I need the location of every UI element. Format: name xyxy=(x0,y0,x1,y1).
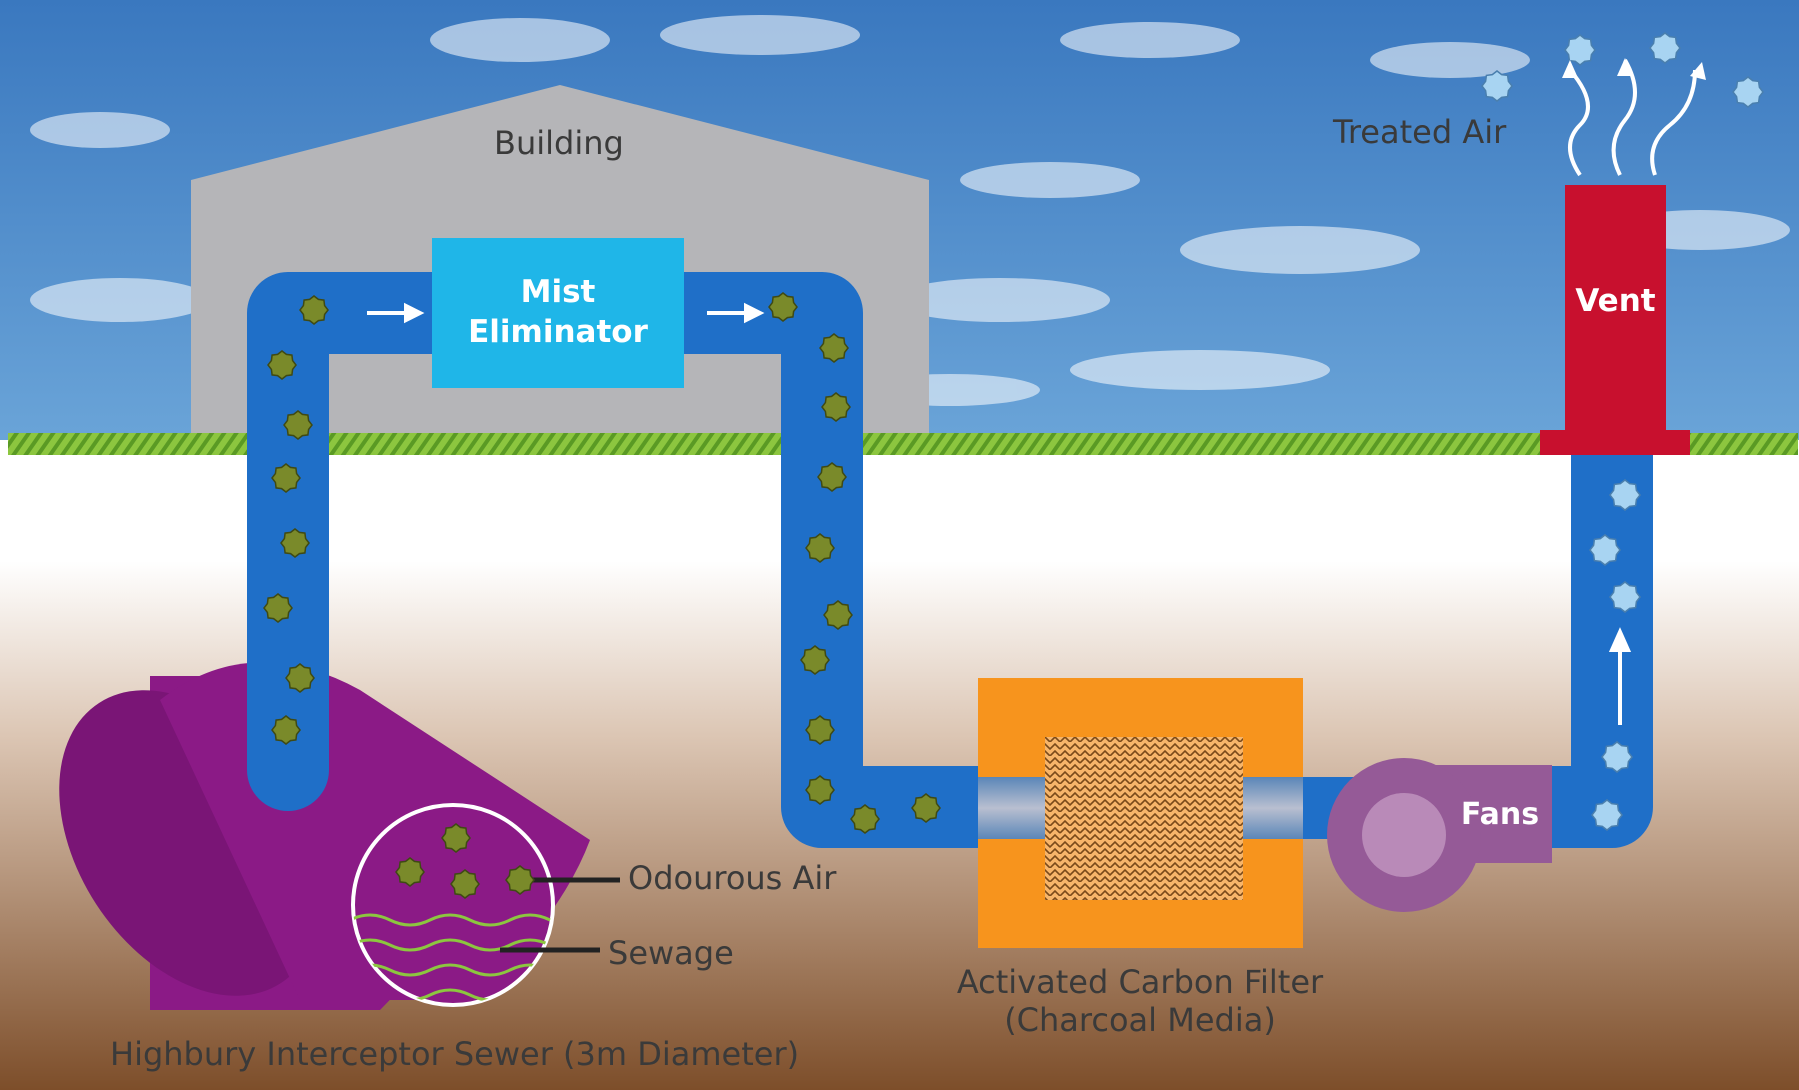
mist-eliminator-line2: Eliminator xyxy=(468,314,648,350)
treated-air-particle-icon xyxy=(1589,534,1621,566)
treated-particles xyxy=(1481,32,1764,831)
treated-air-particle-icon xyxy=(1609,581,1641,613)
mist-eliminator xyxy=(432,238,684,388)
odour-particle-icon xyxy=(263,593,293,623)
sewer-label: Highbury Interceptor Sewer (3m Diameter) xyxy=(110,1035,800,1073)
odour-particle-icon xyxy=(805,775,835,805)
odour-particle-icon xyxy=(805,533,835,563)
flow-arrow-icon xyxy=(367,302,1632,725)
odour-particles xyxy=(263,292,941,899)
odour-particle-icon xyxy=(505,865,535,895)
odour-particle-icon xyxy=(441,823,471,853)
odour-particle-icon xyxy=(271,715,301,745)
odour-particle-icon xyxy=(450,869,480,899)
odour-particle-icon xyxy=(911,793,941,823)
odour-particle-icon xyxy=(768,292,798,322)
odour-particle-icon xyxy=(267,350,297,380)
ground-line xyxy=(8,433,1798,455)
treated-air-label: Treated Air xyxy=(1333,113,1507,151)
odour-particle-icon xyxy=(823,600,853,630)
treated-air-particle-icon xyxy=(1564,34,1596,66)
odour-particle-icon xyxy=(280,528,310,558)
odour-particle-icon xyxy=(283,410,313,440)
sewage-label: Sewage xyxy=(608,934,734,972)
odourous-air-label: Odourous Air xyxy=(628,859,837,897)
building-label: Building xyxy=(494,124,624,162)
leader-lines xyxy=(500,877,620,953)
odour-particle-icon xyxy=(285,663,315,693)
fan-icon xyxy=(1327,758,1552,912)
activated-carbon-filter-label: Activated Carbon Filter (Charcoal Media) xyxy=(940,963,1340,1039)
treated-air-particle-icon xyxy=(1601,741,1633,773)
odour-particle-icon xyxy=(850,804,880,834)
treated-air-particle-icon xyxy=(1591,799,1623,831)
mist-eliminator-line1: Mist xyxy=(520,274,596,310)
odour-particle-icon xyxy=(819,333,849,363)
odour-particle-icon xyxy=(395,857,425,887)
treated-air-particle-icon xyxy=(1481,70,1513,102)
carbon-filter-line1: Activated Carbon Filter xyxy=(956,963,1324,1001)
vent-label: Vent xyxy=(1575,283,1656,319)
odour-particle-icon xyxy=(299,295,329,325)
fans-label: Fans xyxy=(1460,797,1540,832)
exhaust-arrows xyxy=(1568,59,1697,177)
carbon-filter-line2: (Charcoal Media) xyxy=(1004,1001,1276,1039)
mist-eliminator-label: Mist Eliminator xyxy=(432,272,684,352)
charcoal-media xyxy=(1045,737,1243,900)
odour-particle-icon xyxy=(821,392,851,422)
odour-particle-icon xyxy=(271,463,301,493)
treated-air-particle-icon xyxy=(1649,32,1681,64)
odour-particle-icon xyxy=(805,715,835,745)
treated-air-particle-icon xyxy=(1732,76,1764,108)
treated-air-particle-icon xyxy=(1609,479,1641,511)
odour-particle-icon xyxy=(817,462,847,492)
vent xyxy=(1540,185,1690,455)
odour-particle-icon xyxy=(800,645,830,675)
